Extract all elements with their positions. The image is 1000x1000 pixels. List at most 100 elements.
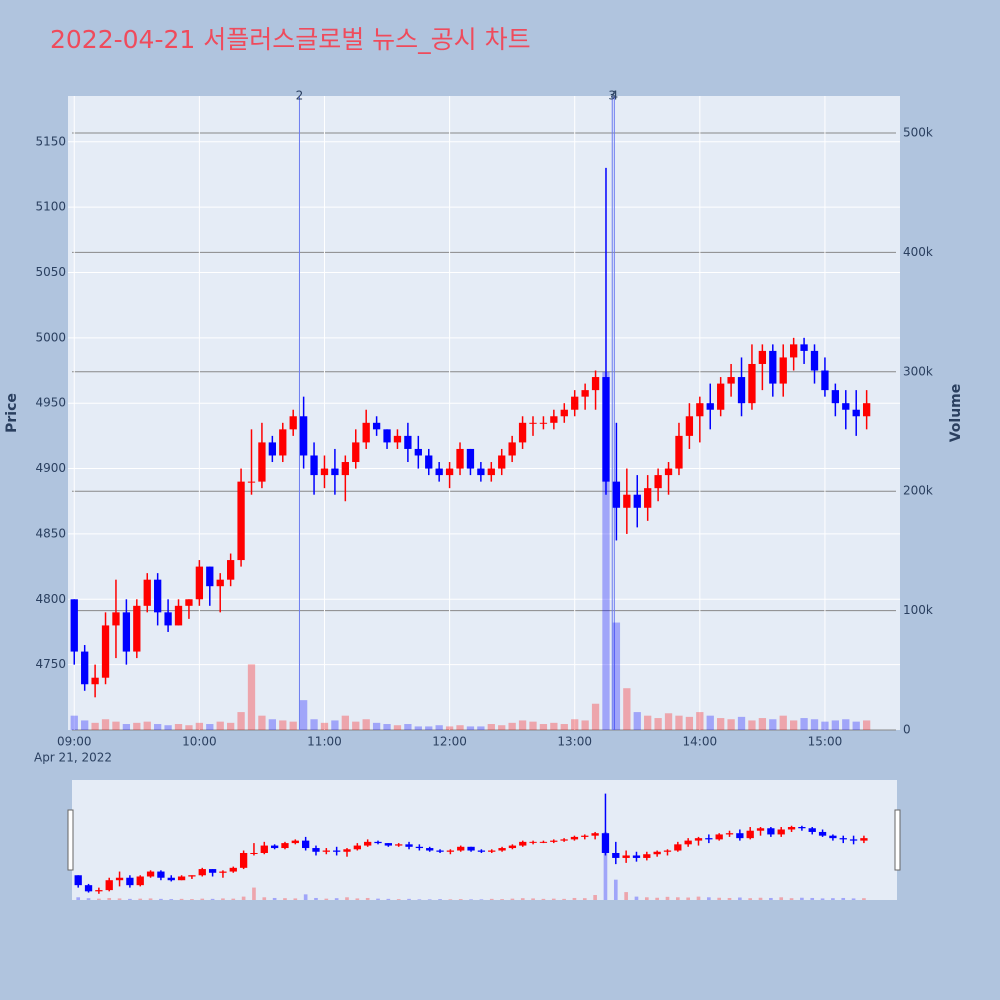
volume-bar [226, 722, 235, 730]
y2-tick-label: 100k [903, 603, 933, 617]
slider-volume-bar [655, 897, 659, 900]
candle-body [539, 422, 548, 424]
range-handle[interactable] [67, 809, 74, 871]
candle-body [727, 377, 735, 384]
volume-bar [529, 721, 537, 730]
volume-bar [727, 719, 735, 730]
slider-volume-bar [427, 899, 432, 900]
volume-bar [696, 712, 704, 730]
slider-volume-bar [531, 898, 535, 900]
candle-body [414, 448, 422, 456]
slider-volume-bar [200, 898, 205, 900]
volume-bar [539, 724, 548, 730]
y-tick-label: 5150 [35, 134, 66, 148]
candle-body [508, 442, 516, 456]
slider-candle-body [333, 850, 341, 852]
slider-volume-bar [676, 897, 680, 900]
candle-body [529, 422, 537, 424]
slider-candle-body [415, 846, 424, 849]
candle-body [268, 442, 276, 456]
volume-bar [466, 726, 475, 730]
slider-volume-bar [593, 895, 597, 900]
candle-body [664, 468, 673, 476]
candle-body [279, 429, 287, 456]
candle-body [779, 357, 787, 384]
slider-volume-bar [386, 898, 391, 900]
candle-body [299, 416, 308, 456]
volume-bar [581, 720, 589, 730]
slider-volume-bar [396, 899, 401, 900]
x-tick-label: 10:00 [182, 735, 217, 749]
slider-volume-bar [862, 898, 866, 900]
volume-bar [143, 721, 151, 730]
candle-body [456, 448, 464, 469]
slider-volume-bar [634, 896, 639, 900]
range-handle[interactable] [894, 809, 901, 871]
candle-body [195, 566, 204, 600]
candle-body [393, 435, 402, 443]
slider-candle-body [477, 850, 486, 852]
x-tick-label: 13:00 [557, 735, 592, 749]
slider-volume-bar [738, 897, 742, 900]
slider-candle-body [829, 835, 837, 839]
volume-bar [456, 725, 464, 730]
slider-volume-bar [820, 898, 825, 900]
volume-bar [404, 724, 412, 730]
slider-volume-bar [644, 897, 649, 900]
slider-candle-body [550, 840, 558, 842]
volume-bar [706, 715, 714, 730]
slider-volume-bar [572, 897, 577, 900]
slider-volume-bar [686, 897, 690, 900]
slider-candle-body [777, 829, 785, 835]
volume-bar [790, 720, 798, 730]
slider-candle-body [663, 850, 672, 852]
candle-body [383, 429, 391, 443]
slider-candle-body [239, 852, 248, 868]
slider-candle-body [115, 877, 124, 881]
candle-body [362, 422, 370, 443]
candle-body [518, 422, 527, 443]
volume-bar [810, 719, 819, 730]
slider-candle-body [270, 845, 279, 849]
slider-candle-body [301, 840, 310, 849]
volume-bar [414, 726, 422, 730]
candle-body [602, 377, 610, 482]
slider-volume-bar [562, 898, 566, 900]
slider-volume-bar [376, 898, 380, 900]
volume-bar [425, 726, 433, 730]
slider-candle-body [446, 850, 455, 852]
slider-volume-bar [128, 898, 132, 900]
slider-candle-body [198, 869, 206, 876]
slider-volume-bar [748, 898, 753, 900]
slider-volume-bar [624, 892, 628, 900]
slider-candle-body [457, 846, 465, 851]
slider-volume-bar [117, 898, 122, 900]
volume-bar [717, 718, 725, 730]
candle-body [81, 651, 89, 685]
slider-volume-bar [210, 898, 215, 900]
candle-body [226, 560, 235, 580]
slider-volume-bar [707, 897, 711, 900]
slider-candle-body [426, 848, 434, 851]
news-label: 3 [608, 89, 616, 103]
range-slider[interactable] [72, 780, 897, 900]
y-tick-label: 5100 [35, 200, 66, 214]
y-tick-label: 5050 [35, 265, 66, 279]
slider-candle-body [643, 854, 651, 858]
slider-volume-bar [303, 894, 308, 900]
volume-bar [862, 720, 871, 730]
slider-volume-bar [831, 898, 835, 900]
slider-candle-body [756, 828, 765, 831]
candle-body [800, 344, 808, 351]
slider-candle-body [353, 845, 361, 850]
slider-volume-bar [438, 899, 442, 900]
news-label: 4 [611, 89, 619, 103]
slider-candle-body [674, 844, 682, 851]
slider-volume-bar [520, 898, 525, 900]
volume-bar [247, 664, 256, 730]
candle-body [571, 396, 579, 410]
candle-body [185, 599, 193, 606]
candle-body [654, 475, 662, 489]
slider-candle-body [694, 838, 703, 841]
volume-bar [435, 725, 443, 730]
